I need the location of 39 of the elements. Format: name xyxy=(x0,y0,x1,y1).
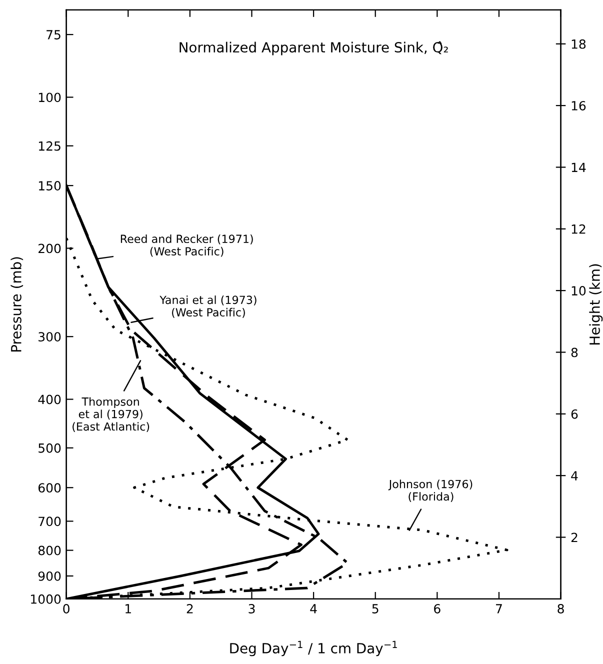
y2-tick-label: 18 xyxy=(572,39,586,49)
y-tick-label: 900 xyxy=(38,571,61,581)
x-tick-label: 3 xyxy=(248,604,255,614)
y2-tick-label: 4 xyxy=(571,471,578,480)
x-tick-label: 6 xyxy=(434,604,440,614)
text: Reed and Recker (1971) (West Pacific) xyxy=(120,234,253,257)
y-tick-label: 200 xyxy=(38,244,61,254)
y-tick-label: 800 xyxy=(38,546,61,556)
x-tick-label: 4 xyxy=(310,604,317,614)
y-tick-label: 500 xyxy=(38,443,61,453)
series-label: Yanai et al (1973) (West Pacific) xyxy=(160,295,256,318)
x-tick-label: 5 xyxy=(372,604,378,614)
y-axis-title: Pressure (mb) xyxy=(10,257,24,352)
y-tick-label: 300 xyxy=(38,332,61,342)
x-tick-label: 1 xyxy=(126,604,131,614)
y2-tick-label: 2 xyxy=(571,532,578,542)
y2-tick-label: 12 xyxy=(572,224,586,234)
y2-tick-label: 14 xyxy=(572,162,586,172)
x-tick-label: 2 xyxy=(186,604,193,614)
y-tick-label: 1000 xyxy=(31,594,61,604)
y-tick-label: 600 xyxy=(38,483,61,493)
y2-tick-label: 10 xyxy=(572,286,586,296)
x-axis-title: Deg Day$^{−1}$ / 1 cm Day$^{−1}$ xyxy=(230,640,397,656)
y2-tick-label: 8 xyxy=(571,348,578,358)
y-tick-label: 125 xyxy=(38,141,60,151)
y2-tick-label: 6 xyxy=(571,409,578,419)
text: Johnson (1976) (Florida) xyxy=(388,480,472,502)
x-tick-label: 8 xyxy=(558,604,564,614)
y2-tick-label: 16 xyxy=(572,101,586,110)
y-tick-label: 700 xyxy=(38,516,61,526)
series-label: Thompson et al (1979) (East Atlantic) xyxy=(72,397,150,432)
x-tick-label: 0 xyxy=(63,604,70,614)
y-tick-label: 150 xyxy=(38,181,61,190)
y-tick-label: 75 xyxy=(46,30,60,40)
y-tick-label: 100 xyxy=(38,92,61,102)
x-tick-label: 7 xyxy=(496,604,502,614)
y-tick-label: 400 xyxy=(38,394,61,404)
text: Normalized Apparent Moisture Sink, Q̂₂ xyxy=(180,41,448,56)
y2-axis-title: Height (km) xyxy=(589,264,603,344)
